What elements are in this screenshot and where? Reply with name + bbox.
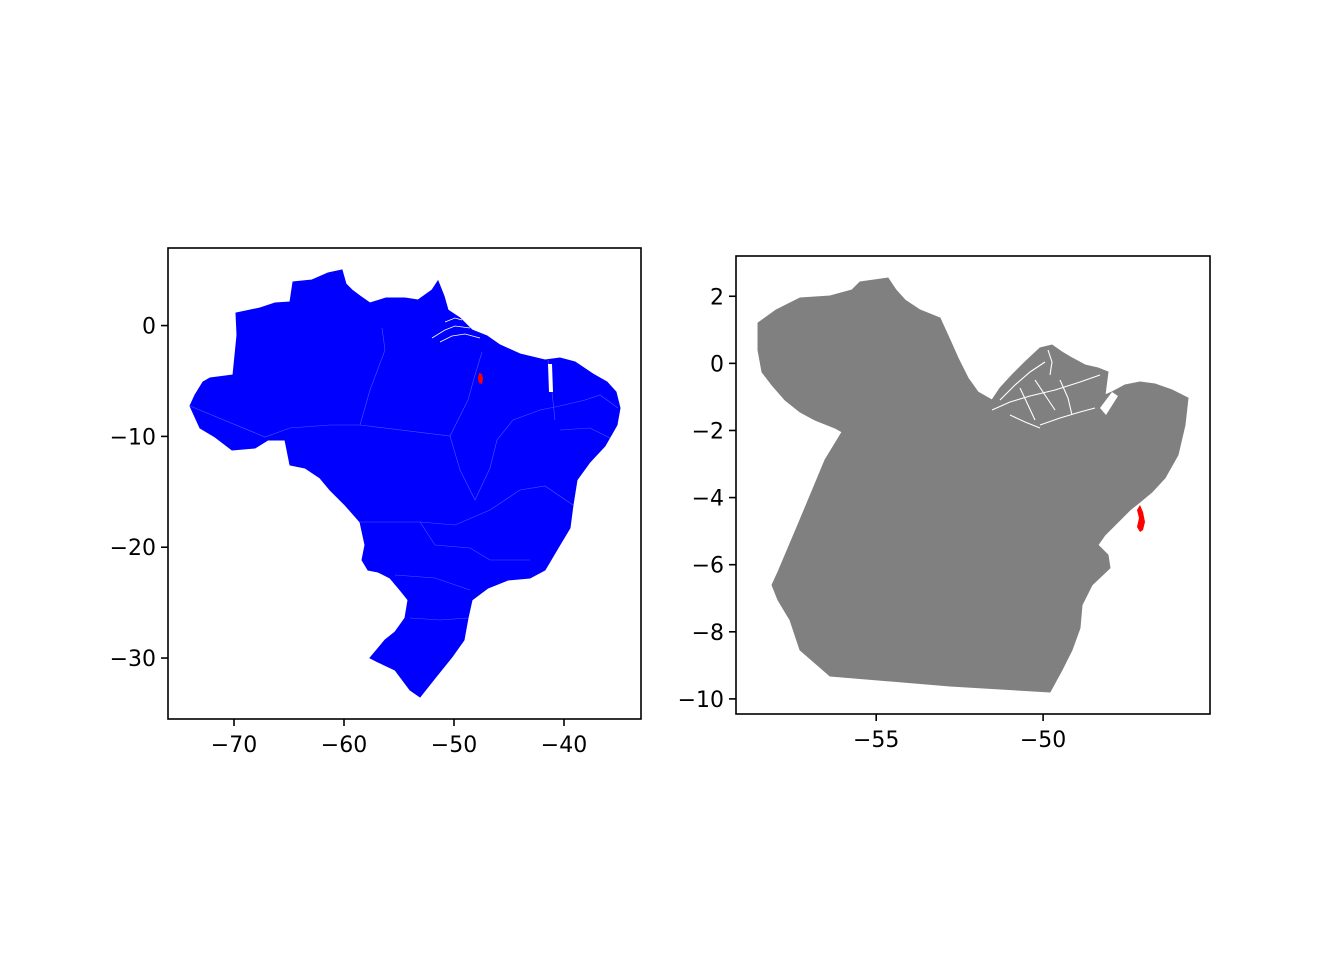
para-x-tick-label: −50: [1020, 728, 1066, 753]
para-y-tick-label: −10: [678, 688, 724, 713]
brazil-highlight-region: [478, 373, 483, 384]
para-x-tick-label: −55: [853, 728, 899, 753]
coastal-inlet: [548, 364, 553, 392]
brazil-y-tick-label: −30: [110, 647, 156, 672]
para-bay-inlet: [1100, 392, 1118, 415]
brazil-landmass: [189, 269, 621, 698]
para-x-axis: −55 −50: [853, 714, 1066, 753]
para-y-tick-label: 2: [710, 285, 724, 310]
para-map-panel: −55 −50 2 0 −2 −4 −6 −8 −10: [678, 255, 1211, 753]
brazil-y-tick-label: −10: [110, 425, 156, 450]
para-y-tick-label: −4: [692, 487, 724, 512]
brazil-map-panel: −70 −60 −50 −40 0 −10 −20 −30: [110, 247, 642, 758]
para-y-axis: 2 0 −2 −4 −6 −8 −10: [678, 285, 736, 713]
brazil-y-tick-label: −20: [110, 536, 156, 561]
para-delta-rivers: [991, 349, 1101, 429]
brazil-map-frame: [167, 247, 642, 720]
para-y-tick-label: −6: [692, 554, 724, 579]
brazil-y-tick-label: 0: [142, 315, 156, 340]
brazil-x-tick-label: −70: [211, 733, 257, 758]
brazil-x-tick-label: −50: [431, 733, 477, 758]
brazil-map-area: [189, 269, 621, 698]
brazil-x-tick-label: −40: [541, 733, 587, 758]
para-map-frame: [735, 255, 1211, 715]
para-y-tick-label: −8: [692, 621, 724, 646]
para-y-tick-label: 0: [710, 352, 724, 377]
brazil-x-axis: −70 −60 −50 −40: [211, 719, 587, 758]
amazon-delta-rivers: [431, 317, 481, 343]
brazil-x-tick-label: −60: [321, 733, 367, 758]
para-landmass: [757, 277, 1189, 693]
brazil-y-axis: 0 −10 −20 −30: [110, 315, 168, 672]
para-highlight-region: [1137, 505, 1145, 532]
para-y-tick-label: −2: [692, 419, 724, 444]
para-map-area: [757, 277, 1189, 693]
brazil-state-boundaries: [189, 327, 619, 621]
